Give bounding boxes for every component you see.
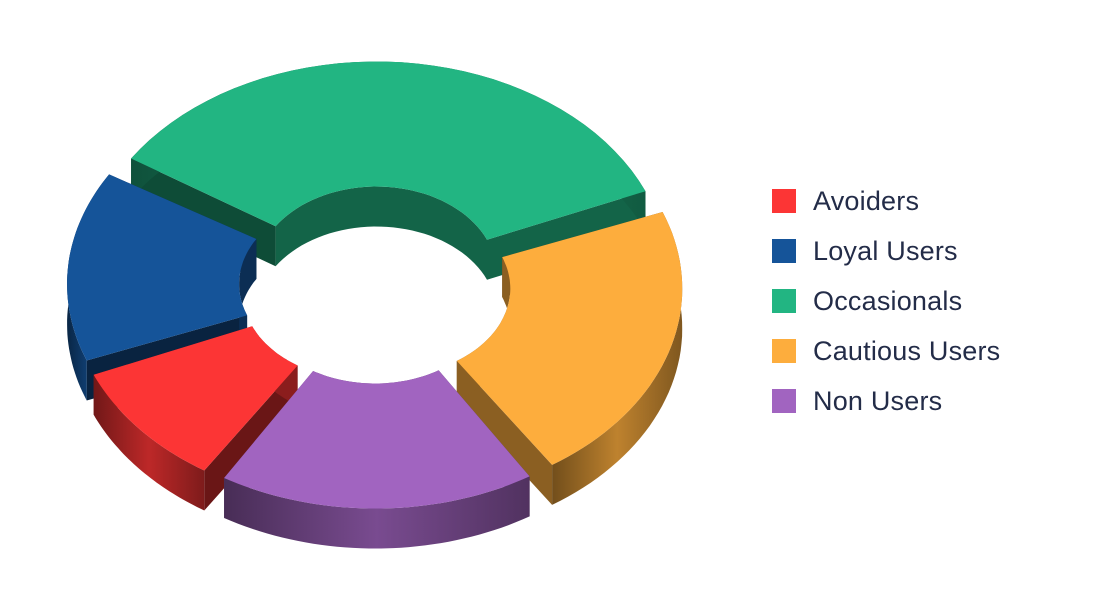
- legend-item-occasionals: Occasionals: [772, 276, 1000, 326]
- slice-side-cautious-users: [456, 360, 553, 505]
- legend-swatch-non-users: [772, 389, 796, 413]
- slice-top-loyal-users: [67, 174, 257, 361]
- legend-swatch-occasionals: [772, 289, 796, 313]
- legend-item-avoiders: Avoiders: [772, 176, 1000, 226]
- slice-top-avoiders: [93, 326, 298, 471]
- legend-swatch-loyal-users: [772, 239, 796, 263]
- legend-item-non-users: Non Users: [772, 376, 1000, 426]
- legend-label-non-users: Non Users: [813, 385, 943, 416]
- legend-swatch-cautious-users: [772, 339, 796, 363]
- slice-cautious-users: [456, 212, 683, 505]
- slice-inner-wall-loyal-users: [239, 239, 257, 356]
- legend-label-avoiders: Avoiders: [813, 185, 920, 216]
- slice-top-cautious-users: [456, 212, 683, 465]
- slice-top-occasionals: [131, 61, 646, 240]
- legend-swatch-avoiders: [772, 189, 796, 213]
- legend-item-cautious-users: Cautious Users: [772, 326, 1000, 376]
- slice-non-users: [224, 370, 530, 549]
- legend-label-occasionals: Occasionals: [813, 285, 963, 316]
- slice-top-non-users: [224, 370, 530, 509]
- slice-inner-wall-occasionals: [275, 186, 487, 280]
- legend: Avoiders Loyal Users Occasionals Cautiou…: [772, 176, 1000, 426]
- slice-outer-wall-avoiders: [93, 374, 205, 511]
- slice-occasionals: [131, 61, 646, 280]
- slices-layer: [67, 61, 683, 549]
- slice-outer-wall-non-users: [224, 476, 530, 549]
- legend-label-loyal-users: Loyal Users: [813, 235, 958, 266]
- legend-item-loyal-users: Loyal Users: [772, 226, 1000, 276]
- legend-label-cautious-users: Cautious Users: [813, 335, 1001, 366]
